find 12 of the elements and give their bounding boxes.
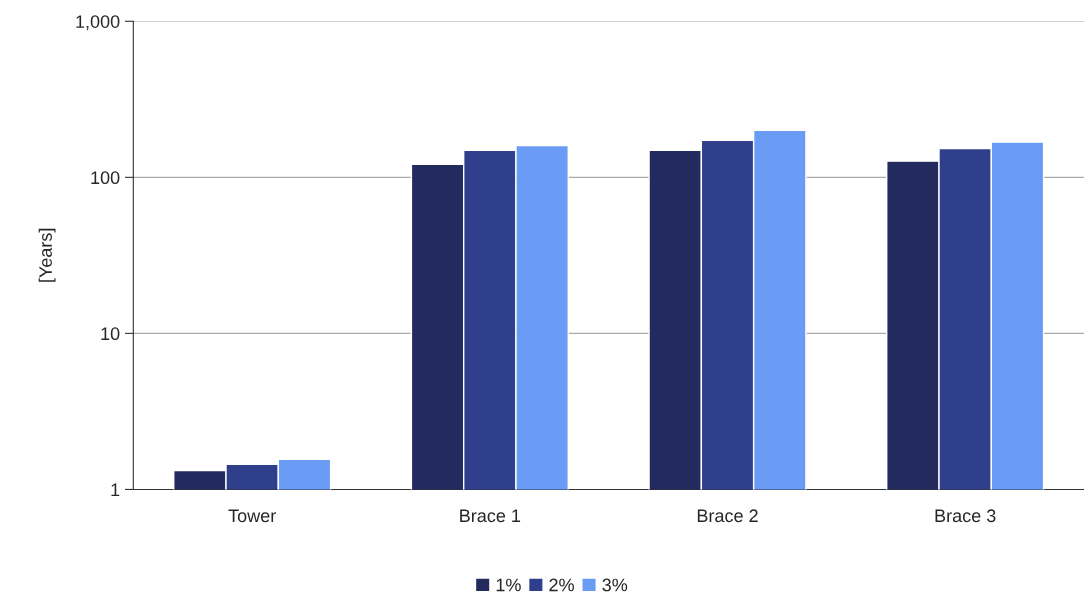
legend-label: 3% xyxy=(602,578,628,592)
y-tick-label: 1,000 xyxy=(76,15,120,31)
legend-label: 2% xyxy=(549,578,574,592)
y-tick-label: 1 xyxy=(111,483,120,496)
x-tick-label: Brace 1 xyxy=(460,509,521,523)
x-tick-label: Brace 3 xyxy=(935,509,996,523)
legend-label: 1% xyxy=(496,578,521,592)
x-tick-label: Brace 2 xyxy=(697,509,758,523)
x-tick-label: Tower xyxy=(228,509,276,523)
y-tick-label: 100 xyxy=(91,171,120,185)
y-tick-label: 10 xyxy=(101,327,120,341)
y-axis-title: [Years] xyxy=(38,228,56,282)
